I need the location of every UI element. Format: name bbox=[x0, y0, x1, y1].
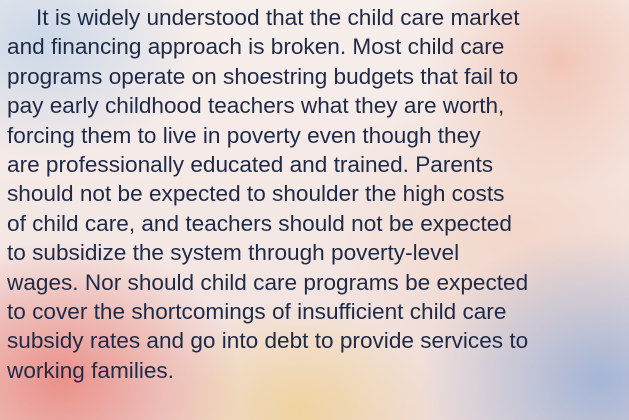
text-line: programs operate on shoestring budgets t… bbox=[7, 62, 528, 91]
text-line: to subsidize the system through poverty-… bbox=[7, 238, 528, 267]
text-line: and financing approach is broken. Most c… bbox=[7, 32, 528, 61]
text-line: are professionally educated and trained.… bbox=[7, 150, 528, 179]
text-line: wages. Nor should child care programs be… bbox=[7, 268, 528, 297]
text-line: of child care, and teachers should not b… bbox=[7, 209, 528, 238]
text-line: forcing them to live in poverty even tho… bbox=[7, 121, 528, 150]
text-line: should not be expected to shoulder the h… bbox=[7, 179, 528, 208]
text-line: working families. bbox=[7, 356, 528, 385]
text-line: subsidy rates and go into debt to provid… bbox=[7, 326, 528, 355]
page: It is widely understood that the child c… bbox=[0, 0, 629, 420]
paragraph: It is widely understood that the child c… bbox=[7, 3, 528, 385]
text-line: It is widely understood that the child c… bbox=[7, 3, 528, 32]
text-line: pay early childhood teachers what they a… bbox=[7, 91, 528, 120]
text-line: to cover the shortcomings of insufficien… bbox=[7, 297, 528, 326]
